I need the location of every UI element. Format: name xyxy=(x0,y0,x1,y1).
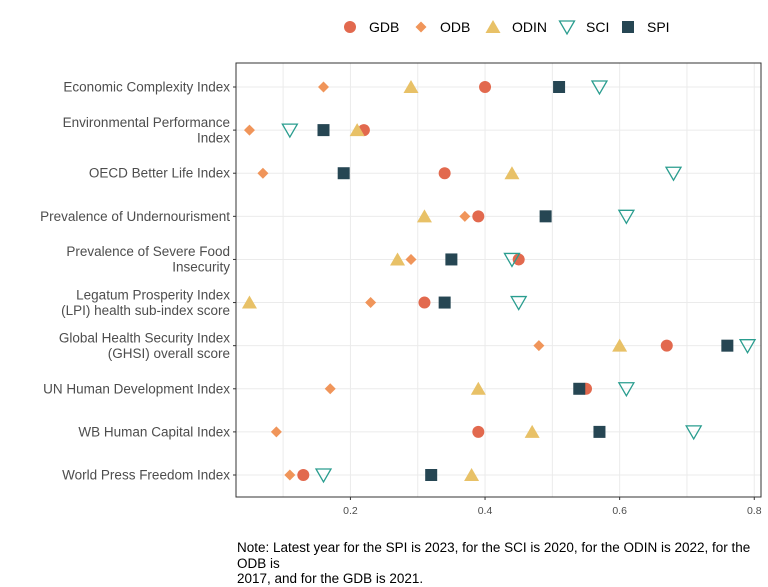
data-point xyxy=(472,210,485,223)
category-label-line: (GHSI) overall score xyxy=(108,346,230,361)
data-point xyxy=(479,81,492,93)
legend-key xyxy=(558,20,576,36)
data-point xyxy=(512,253,525,266)
category-label-line: World Press Freedom Index xyxy=(62,468,230,483)
legend-key xyxy=(415,21,427,33)
data-point xyxy=(416,209,432,223)
category-label: World Press Freedom Index xyxy=(62,468,230,483)
data-point xyxy=(510,295,528,311)
data-point xyxy=(533,340,545,352)
legend-key xyxy=(344,21,356,33)
category-label: Prevalence of Undernourisment xyxy=(40,209,230,224)
data-point xyxy=(324,383,336,395)
x-axis: 0.2 0.4 0.6 0.8 xyxy=(343,497,762,517)
category-label: OECD Better Life Index xyxy=(89,166,230,181)
category-label-line: Prevalence of Undernourisment xyxy=(40,209,230,224)
data-point xyxy=(438,167,451,180)
legend-label: ODIN xyxy=(512,19,547,35)
data-point xyxy=(464,468,480,481)
data-point xyxy=(241,295,257,309)
data-point xyxy=(617,209,636,225)
category-label-line: Economic Complexity Index xyxy=(63,80,230,95)
data-point xyxy=(617,382,636,398)
legend-label: ODB xyxy=(440,19,470,35)
data-point xyxy=(459,210,471,222)
data-point xyxy=(314,468,333,484)
data-point xyxy=(403,80,419,93)
data-point xyxy=(297,469,310,481)
category-label-line: Global Health Security Index xyxy=(59,330,230,345)
series-sci xyxy=(281,80,757,484)
data-point xyxy=(418,296,431,309)
category-label-line: Environmental Performance xyxy=(63,115,230,130)
data-point xyxy=(612,338,628,352)
data-point xyxy=(270,426,282,438)
category-label: Global Health Security Index (GHSI) overa… xyxy=(59,330,230,361)
category-label: Economic Complexity Index xyxy=(63,80,230,95)
legend-key xyxy=(485,20,501,33)
category-label-line: Prevalence of Severe Food xyxy=(66,244,230,259)
legend-label: SPI xyxy=(647,19,670,35)
legend-key xyxy=(622,21,634,33)
category-label: Legatum Prosperity Index (LPI) health sub… xyxy=(61,287,230,318)
data-point xyxy=(390,252,406,266)
series-odin xyxy=(241,80,628,481)
data-point xyxy=(349,123,365,137)
category-label-line: WB Human Capital Index xyxy=(78,424,230,439)
data-point xyxy=(284,469,296,481)
series-spi xyxy=(317,81,734,481)
x-tick-label: 0.6 xyxy=(612,505,627,517)
category-label: WB Human Capital Index xyxy=(78,424,230,439)
data-point xyxy=(337,167,350,180)
category-label: UN Human Development Index xyxy=(43,381,230,396)
data-point xyxy=(472,425,485,438)
x-tick-label: 0.4 xyxy=(478,505,493,517)
data-point xyxy=(660,339,673,352)
legend: GDB ODB ODIN SCI SPI xyxy=(344,19,670,36)
data-point xyxy=(524,424,540,438)
category-label: Prevalence of Severe Food Insecurity xyxy=(66,244,230,275)
data-point xyxy=(470,381,486,395)
legend-label: GDB xyxy=(369,19,399,35)
series-odb xyxy=(243,81,545,481)
data-point xyxy=(553,81,566,93)
data-point xyxy=(257,167,269,179)
data-point xyxy=(318,81,329,93)
data-point xyxy=(281,123,299,139)
data-point xyxy=(504,166,520,180)
data-point xyxy=(590,80,609,96)
category-label-line: Legatum Prosperity Index xyxy=(76,287,230,302)
category-label-line: (LPI) health sub-index score xyxy=(61,303,230,318)
data-point xyxy=(685,425,703,441)
data-point xyxy=(573,382,586,395)
plot-border xyxy=(235,62,762,498)
data-point xyxy=(365,297,377,309)
data-point xyxy=(317,124,330,137)
data-point xyxy=(243,124,255,136)
category-label-line: UN Human Development Index xyxy=(43,381,230,396)
category-label: Environmental Performance Index xyxy=(63,115,231,146)
data-point xyxy=(593,425,606,438)
category-label-line: Index xyxy=(197,130,230,145)
chart-note: Note: Latest year for the SPI is 2023, f… xyxy=(237,540,751,586)
data-point xyxy=(738,339,757,354)
x-tick-label: 0.8 xyxy=(747,505,762,517)
data-point xyxy=(503,252,521,268)
data-point xyxy=(405,253,417,265)
category-label-line: Insecurity xyxy=(172,260,230,275)
data-point xyxy=(438,296,451,309)
data-point xyxy=(664,166,683,182)
data-point xyxy=(721,339,734,352)
category-label-line: OECD Better Life Index xyxy=(89,166,230,181)
y-axis: Economic Complexity Index Environmental P… xyxy=(40,80,236,483)
legend-label: SCI xyxy=(586,19,609,35)
data-point xyxy=(445,253,458,266)
data-points xyxy=(241,80,757,484)
data-point xyxy=(539,210,552,223)
x-tick-label: 0.2 xyxy=(343,505,358,517)
data-point xyxy=(425,469,438,481)
series-gdb xyxy=(297,81,673,481)
